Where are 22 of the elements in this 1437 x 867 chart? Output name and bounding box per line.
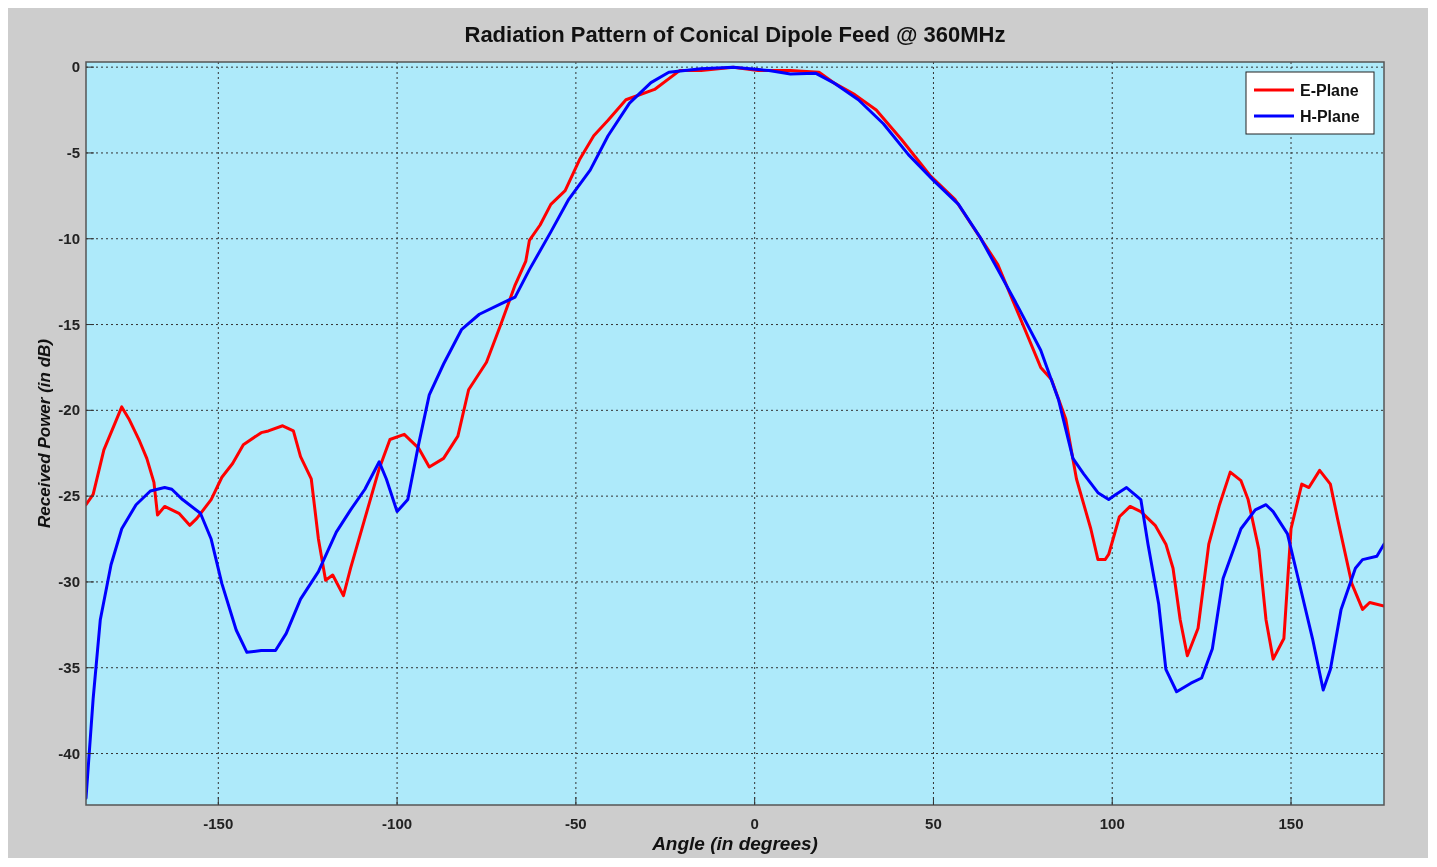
y-tick-label: -25 [58, 487, 80, 505]
line-series [86, 65, 1384, 800]
x-tick-label: 50 [925, 815, 942, 832]
y-tick-label: -35 [58, 658, 80, 676]
x-tick-label: -50 [565, 815, 587, 832]
y-tick-label: 0 [71, 58, 80, 76]
x-tick-label: 150 [1278, 815, 1304, 832]
y-tick-label: -15 [58, 315, 80, 333]
y-tick-label: -10 [58, 229, 80, 247]
y-tick-label: -5 [66, 143, 80, 161]
legend-label: E-Plane [1300, 82, 1359, 99]
chart-title: Radiation Pattern of Conical Dipole Feed @ 360MHz [464, 22, 1006, 47]
legend-label: H-Plane [1300, 108, 1360, 125]
x-tick-label: -150 [203, 815, 234, 832]
y-tick-label: -40 [58, 744, 80, 762]
x-tick-label: -100 [382, 815, 413, 832]
x-axis-title: Angle (in degrees) [651, 833, 818, 854]
y-axis-title: Received Power (in dB) [35, 338, 54, 528]
y-tick-label: -30 [58, 572, 80, 590]
x-tick-label: 100 [1099, 815, 1125, 832]
x-tick-label: 0 [750, 815, 759, 832]
y-tick-label: -20 [58, 401, 80, 419]
